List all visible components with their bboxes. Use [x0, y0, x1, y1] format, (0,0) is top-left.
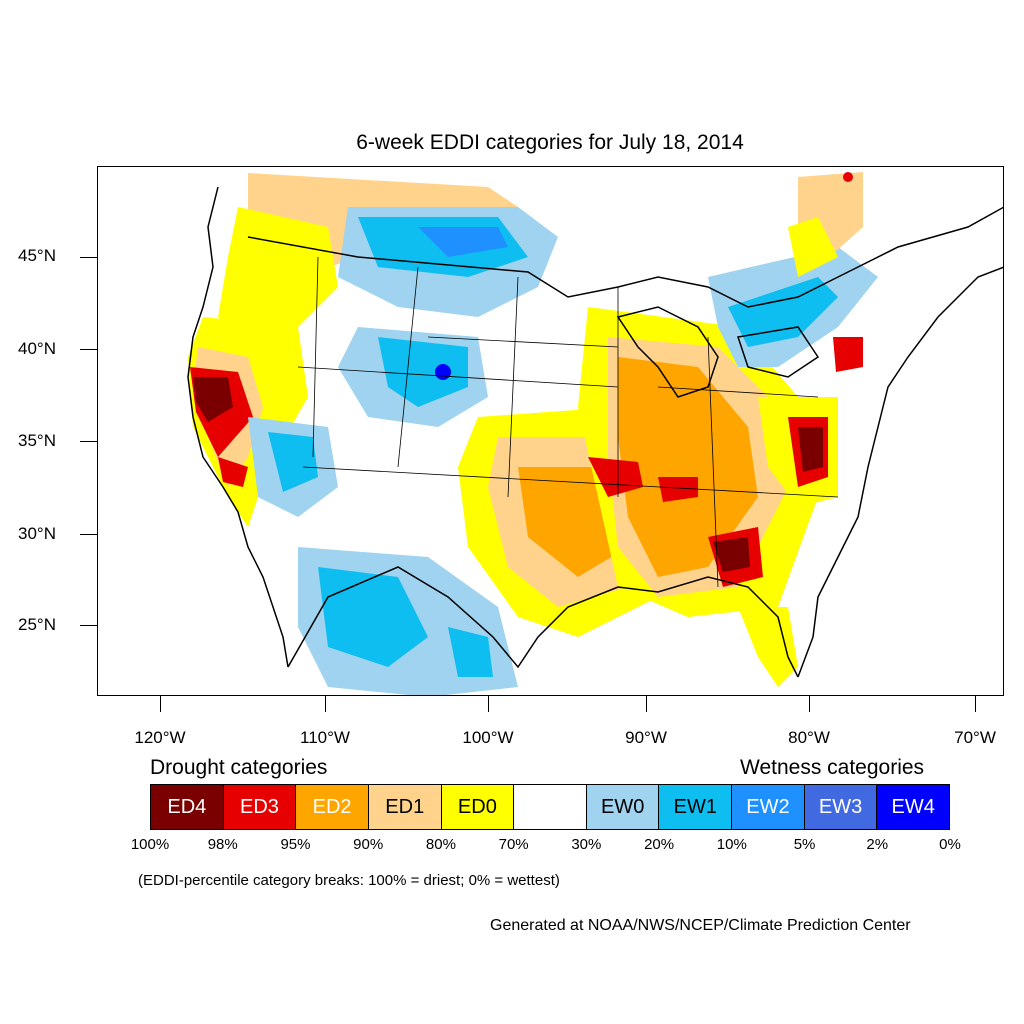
- legend-break-label: 100%: [130, 836, 170, 853]
- lon-tick: [325, 696, 326, 712]
- lon-tick: [809, 696, 810, 712]
- eddi-map: [187, 172, 1003, 695]
- legend-break-label: 90%: [353, 836, 384, 853]
- lon-label-110w: 110°W: [300, 728, 350, 747]
- lat-tick: [80, 534, 97, 535]
- lat-label-40: 40°N: [18, 339, 56, 358]
- lat-label-25: 25°N: [18, 615, 56, 634]
- lon-label-100w: 100°W: [462, 728, 514, 747]
- legend-cell-neutral: [514, 785, 587, 829]
- lat-tick: [80, 625, 97, 626]
- legend-break-label: 5%: [793, 836, 816, 853]
- legend-cell-ed2: ED2: [296, 785, 369, 829]
- lat-label-30: 30°N: [18, 524, 56, 543]
- legend-break-label: 30%: [571, 836, 602, 853]
- legend-cell-ed0: ED0: [441, 785, 515, 829]
- lon-label-70w: 70°W: [954, 728, 996, 747]
- legend-cell-ew0: EW0: [586, 785, 660, 829]
- map-panel: [97, 166, 1004, 696]
- legend-break-label: 0%: [939, 836, 961, 853]
- legend-cell-ew1: EW1: [659, 785, 733, 829]
- lon-label-120w: 120°W: [134, 728, 186, 747]
- legend-break-label: 20%: [644, 836, 675, 853]
- lat-tick: [80, 441, 97, 442]
- legend-cell-ew2: EW2: [732, 785, 805, 829]
- drought-categories-heading: Drought categories: [150, 756, 328, 779]
- legend-cell-ed4: ED4: [151, 785, 224, 829]
- legend-cell-ew3: EW3: [804, 785, 878, 829]
- legend-colorbar: ED4 ED3 ED2 ED1 ED0 EW0 EW1 EW2 EW3 EW4: [150, 784, 950, 830]
- lon-label-80w: 80°W: [788, 728, 830, 747]
- lat-tick: [80, 257, 97, 258]
- credit-line: Generated at NOAA/NWS/NCEP/Climate Predi…: [490, 917, 911, 934]
- map-title: 6-week EDDI categories for July 18, 2014: [356, 131, 744, 154]
- legend-cell-ew4: EW4: [877, 785, 950, 829]
- lon-tick: [646, 696, 647, 712]
- lat-label-35: 35°N: [18, 431, 56, 450]
- legend-break-label: 80%: [425, 836, 456, 853]
- legend-break-label: 98%: [207, 836, 238, 853]
- wetness-categories-heading: Wetness categories: [740, 756, 925, 779]
- legend-break-label: 10%: [716, 836, 747, 853]
- lon-tick: [160, 696, 161, 712]
- legend-cell-ed1: ED1: [368, 785, 442, 829]
- lon-label-90w: 90°W: [625, 728, 667, 747]
- category-note: (EDDI-percentile category breaks: 100% =…: [138, 872, 560, 889]
- coastlines: [187, 186, 1003, 678]
- lon-tick: [488, 696, 489, 712]
- lat-label-45: 45°N: [18, 246, 56, 265]
- legend-break-label: 70%: [498, 836, 529, 853]
- state-boundaries: [297, 256, 839, 588]
- legend-break-label: 95%: [280, 836, 311, 853]
- lon-tick: [975, 696, 976, 712]
- lat-tick: [80, 349, 97, 350]
- legend-cell-ed3: ED3: [223, 785, 297, 829]
- legend-break-label: 2%: [866, 836, 889, 853]
- eddi-color-field: [188, 172, 878, 695]
